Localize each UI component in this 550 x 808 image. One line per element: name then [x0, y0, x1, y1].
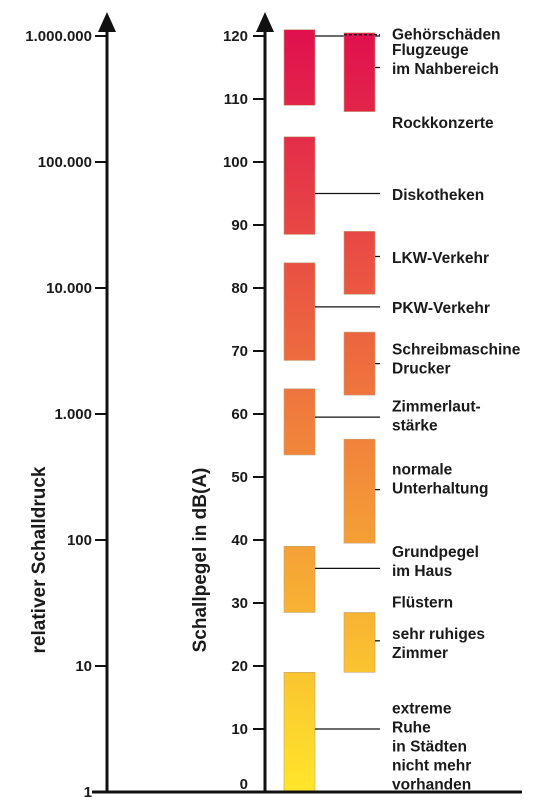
category-label-grundpegel: im Haus — [392, 563, 452, 580]
category-label-ruhiges: sehr ruhiges — [392, 626, 485, 643]
category-label-ruhiges: Zimmer — [392, 645, 448, 662]
bars-layer — [283, 29, 380, 793]
range-bar-left — [283, 545, 316, 613]
axes-layer — [92, 12, 522, 794]
category-label-flugzeuge: im Nahbereich — [392, 61, 499, 78]
left-tick-label: 1.000.000 — [25, 28, 92, 45]
range-bar-right — [343, 612, 376, 673]
category-label-unterhaltung: Unterhaltung — [392, 480, 488, 497]
right-tick-label: 20 — [231, 658, 248, 675]
category-label-zimmerlaut: Zimmerlaut- — [392, 398, 481, 415]
range-bar-left — [283, 388, 316, 456]
left-tick-label: 1 — [84, 784, 92, 801]
category-label-pkw: PKW-Verkehr — [392, 300, 490, 317]
range-bar-left — [283, 262, 316, 361]
left-tick-label: 100 — [67, 532, 92, 549]
left-tick-label: 1.000 — [54, 406, 92, 423]
range-bar-left — [283, 29, 316, 106]
category-label-rockkonzerte: Rockkonzerte — [392, 115, 494, 132]
right-tick-label: 40 — [231, 532, 248, 549]
range-bar-right — [343, 331, 376, 396]
left-axis-arrow — [98, 12, 116, 32]
right-tick-label: 30 — [231, 595, 248, 612]
category-label-ruhe: vorhanden — [392, 777, 471, 794]
category-label-ruhe: in Städten — [392, 739, 467, 756]
category-label-ruhe: nicht mehr — [392, 758, 471, 775]
right-tick-label: 80 — [231, 280, 248, 297]
right-tick-label: 70 — [231, 343, 248, 360]
right-tick-label: 110 — [224, 91, 248, 108]
right-tick-label: 50 — [231, 469, 248, 486]
category-label-schreibmaschine: Schreibmaschine — [392, 342, 521, 359]
right-tick-label: 60 — [231, 406, 248, 423]
range-bar-left — [283, 136, 316, 235]
right-tick-label: 0 — [240, 776, 248, 793]
range-bar-right — [343, 438, 376, 544]
category-label-diskotheken: Diskotheken — [392, 187, 484, 204]
range-bar-right — [343, 32, 376, 112]
category-label-flugzeuge: Flugzeuge — [392, 42, 469, 59]
category-label-fluestern: Flüstern — [392, 594, 453, 611]
right-tick-label: 90 — [231, 217, 248, 234]
category-label-grundpegel: Grundpegel — [392, 544, 479, 561]
category-label-ruhe: Ruhe — [392, 720, 431, 737]
range-bar-left — [283, 671, 316, 793]
left-tick-label: 10 — [75, 658, 92, 675]
category-label-gehoerschaeden: Gehörschäden — [392, 27, 501, 44]
right-tick-label: 100 — [223, 154, 248, 171]
right-axis-arrow — [256, 12, 274, 32]
category-label-unterhaltung: normale — [392, 461, 453, 478]
range-bar-right — [343, 231, 376, 295]
left-axis-title: relativer Schalldruck — [29, 466, 50, 653]
labels-layer: 1101001.00010.000100.0001.000.0000102030… — [25, 27, 520, 801]
category-label-zimmerlaut: stärke — [392, 417, 438, 434]
left-tick-label: 10.000 — [46, 280, 92, 297]
right-axis-title: Schallpegel in dB(A) — [190, 468, 211, 653]
category-label-schreibmaschine: Drucker — [392, 361, 451, 378]
left-tick-label: 100.000 — [38, 154, 92, 171]
right-tick-label: 120 — [223, 28, 248, 45]
right-tick-label: 10 — [231, 721, 248, 738]
category-label-lkw: LKW-Verkehr — [392, 250, 489, 267]
category-label-ruhe: extreme — [392, 701, 452, 718]
